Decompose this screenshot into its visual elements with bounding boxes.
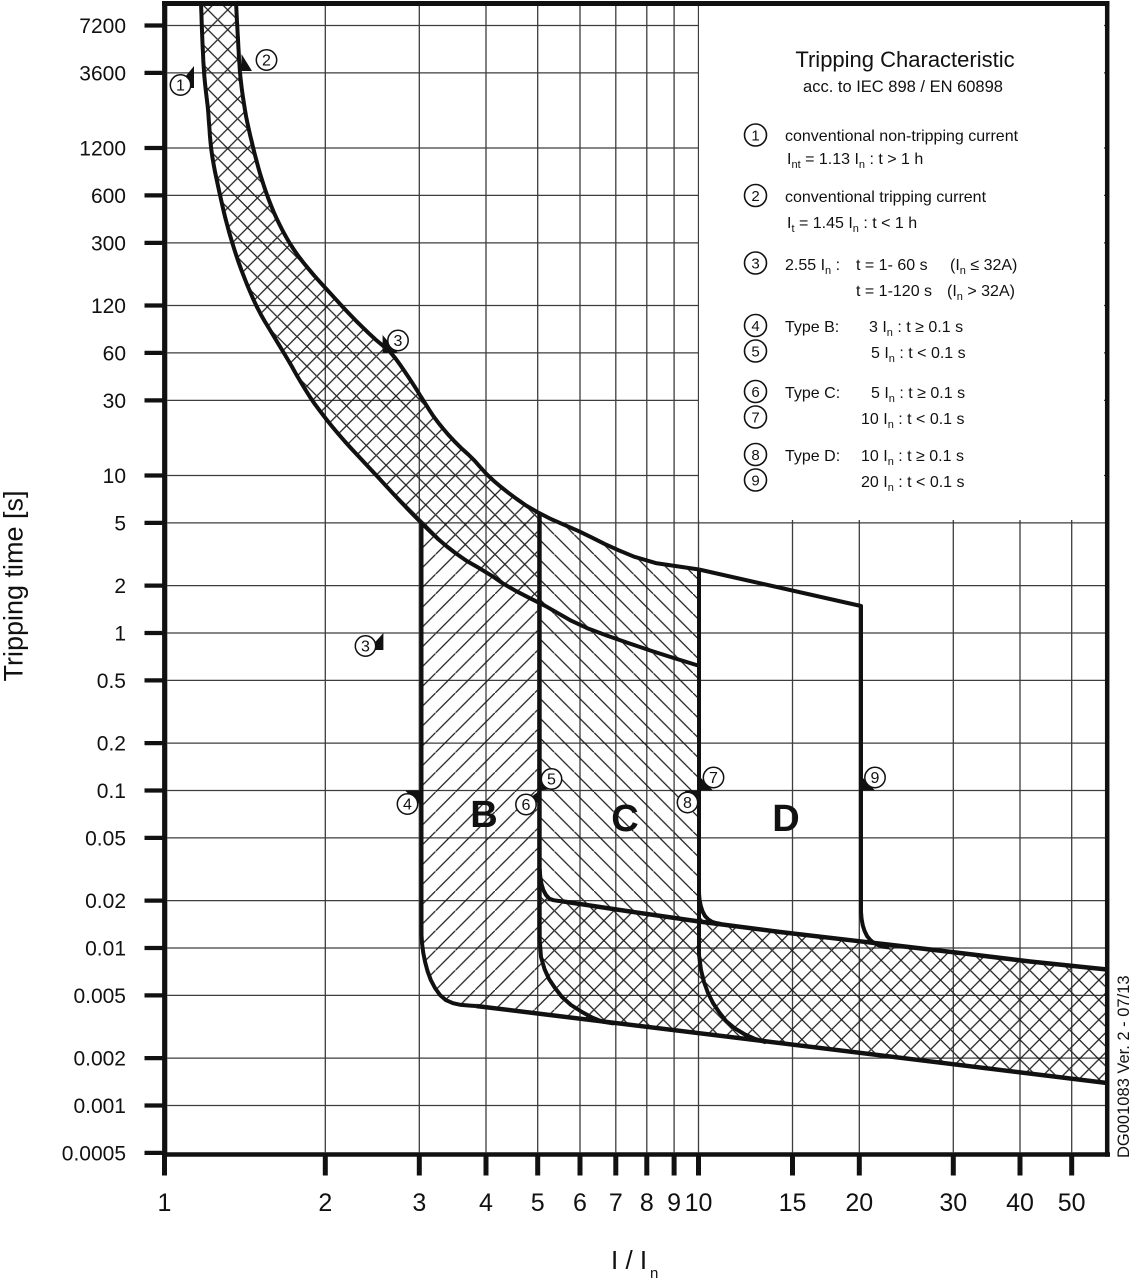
svg-text:0.5: 0.5 [97, 670, 126, 693]
svg-text:30: 30 [939, 1189, 967, 1217]
svg-text:conventional tripping current: conventional tripping current [785, 189, 987, 206]
svg-text:3600: 3600 [79, 62, 126, 85]
svg-text:15: 15 [779, 1189, 807, 1217]
svg-text:60: 60 [103, 342, 126, 365]
svg-text:Tripping time [s]: Tripping time [s] [0, 490, 29, 681]
svg-text:(In ≤ 32A): (In ≤ 32A) [950, 257, 1017, 277]
svg-text:50: 50 [1058, 1189, 1086, 1217]
svg-text:1: 1 [158, 1189, 172, 1217]
svg-text:5 In : t < 0.1 s: 5 In : t < 0.1 s [871, 345, 966, 365]
svg-text:2: 2 [262, 53, 271, 70]
svg-text:300: 300 [91, 232, 126, 255]
svg-text:0.005: 0.005 [73, 985, 126, 1008]
svg-text:3: 3 [412, 1189, 426, 1217]
svg-text:6: 6 [522, 797, 531, 814]
svg-text:9: 9 [667, 1189, 681, 1217]
svg-text:9: 9 [751, 473, 759, 490]
svg-text:Tripping Characteristic: Tripping Characteristic [795, 47, 1014, 72]
svg-text:n: n [650, 1265, 658, 1280]
svg-text:0.2: 0.2 [97, 733, 126, 756]
svg-text:0.05: 0.05 [85, 827, 126, 850]
svg-text:It = 1.45 In : t < 1 h: It = 1.45 In : t < 1 h [787, 215, 917, 235]
svg-text:0.01: 0.01 [85, 937, 126, 960]
svg-text:6: 6 [751, 384, 759, 401]
svg-text:9: 9 [871, 770, 880, 787]
svg-text:1200: 1200 [79, 137, 126, 160]
svg-text:Type D:: Type D: [785, 448, 840, 465]
svg-text:Int = 1.13 In : t > 1 h: Int = 1.13 In : t > 1 h [787, 151, 923, 171]
svg-text:Type B:: Type B: [785, 319, 839, 336]
svg-text:1: 1 [114, 622, 126, 645]
svg-text:B: B [470, 794, 497, 836]
svg-text:3: 3 [751, 256, 759, 273]
svg-text:D: D [772, 798, 799, 840]
svg-text:Type C:: Type C: [785, 385, 840, 402]
svg-text:120: 120 [91, 295, 126, 318]
svg-text:1: 1 [176, 78, 185, 95]
svg-text:8: 8 [751, 447, 759, 464]
svg-text:600: 600 [91, 185, 126, 208]
svg-text:3: 3 [394, 333, 403, 350]
svg-text:7200: 7200 [79, 15, 126, 38]
svg-text:2: 2 [318, 1189, 332, 1217]
svg-text:t = 1-120 s: t = 1-120 s [856, 283, 932, 300]
svg-text:5: 5 [547, 772, 556, 789]
svg-text:4: 4 [751, 318, 759, 335]
svg-text:7: 7 [609, 1189, 623, 1217]
svg-text:(In > 32A): (In > 32A) [947, 283, 1015, 303]
svg-text:0.0005: 0.0005 [62, 1142, 126, 1165]
svg-text:t = 1- 60 s: t = 1- 60 s [856, 257, 928, 274]
svg-text:5: 5 [531, 1189, 545, 1217]
svg-text:I / I: I / I [611, 1245, 647, 1275]
svg-text:10: 10 [103, 465, 126, 488]
svg-text:DG001083 Ver. 2 - 07/13: DG001083 Ver. 2 - 07/13 [1115, 975, 1130, 1158]
svg-text:5 In : t ≥ 0.1 s: 5 In : t ≥ 0.1 s [871, 385, 965, 405]
svg-text:5: 5 [114, 512, 126, 535]
svg-text:7: 7 [709, 770, 718, 787]
svg-text:acc. to IEC 898 / EN 60898: acc. to IEC 898 / EN 60898 [803, 78, 1003, 96]
svg-text:C: C [611, 798, 638, 840]
svg-text:3 In : t ≥ 0.1 s: 3 In : t ≥ 0.1 s [869, 319, 963, 339]
svg-text:20 In : t < 0.1 s: 20 In : t < 0.1 s [861, 474, 965, 494]
svg-text:7: 7 [751, 410, 759, 427]
svg-text:8: 8 [683, 795, 692, 812]
svg-text:30: 30 [103, 390, 126, 413]
svg-text:0.002: 0.002 [73, 1048, 126, 1071]
svg-text:0.02: 0.02 [85, 890, 126, 913]
svg-text:4: 4 [479, 1189, 493, 1217]
svg-text:1: 1 [751, 128, 759, 145]
svg-text:0.1: 0.1 [97, 780, 126, 803]
svg-text:8: 8 [640, 1189, 654, 1217]
svg-text:conventional non-tripping curr: conventional non-tripping current [785, 128, 1019, 145]
svg-text:3: 3 [361, 639, 370, 656]
svg-text:20: 20 [845, 1189, 873, 1217]
svg-text:10 In : t ≥ 0.1 s: 10 In : t ≥ 0.1 s [861, 448, 964, 468]
svg-text:2: 2 [751, 188, 759, 205]
svg-text:10: 10 [685, 1189, 713, 1217]
svg-text:5: 5 [751, 344, 759, 361]
svg-text:2: 2 [114, 575, 126, 598]
svg-text:0.001: 0.001 [73, 1095, 126, 1118]
svg-text:40: 40 [1006, 1189, 1034, 1217]
svg-text:6: 6 [573, 1189, 587, 1217]
svg-text:4: 4 [403, 797, 412, 814]
svg-text:10 In : t < 0.1 s: 10 In : t < 0.1 s [861, 411, 965, 431]
